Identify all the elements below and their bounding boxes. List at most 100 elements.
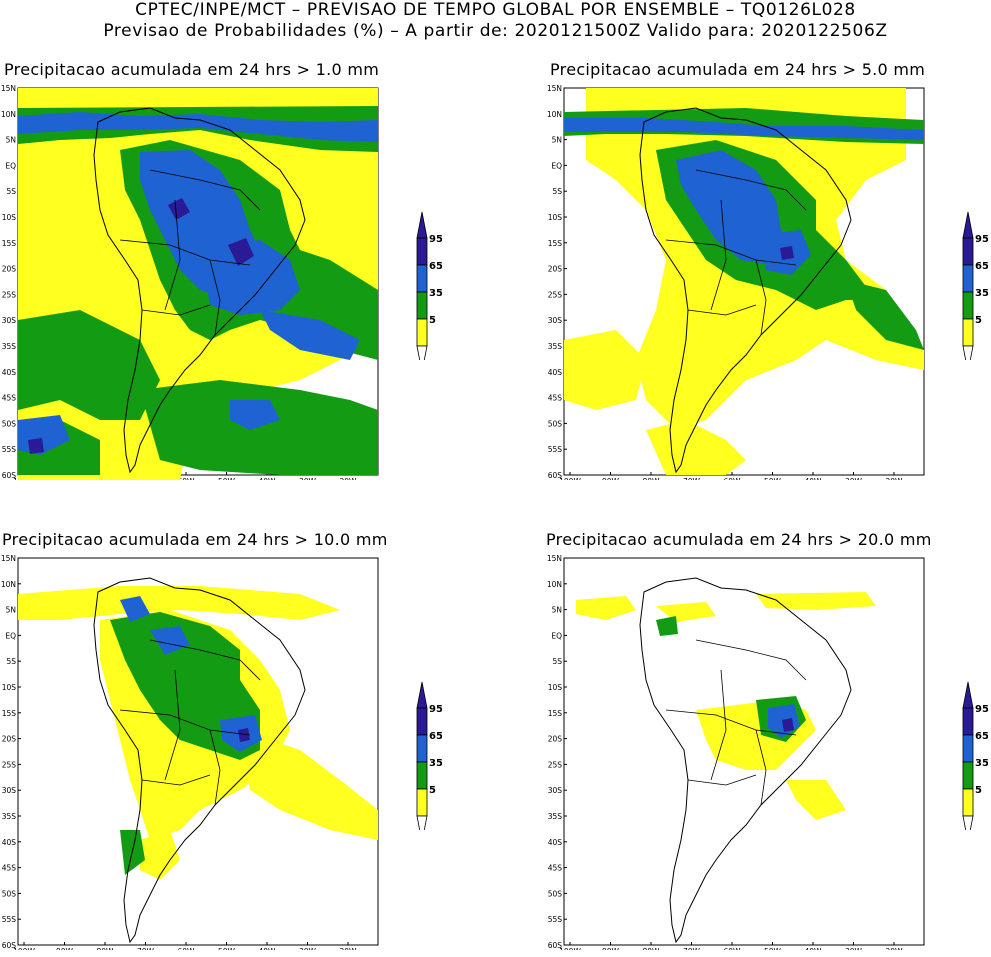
lat-tick-label: 40S: [2, 838, 17, 847]
colorbar-bottom-triangle: [416, 345, 428, 360]
lon-tick-label: 90W: [602, 947, 620, 950]
lat-tick-label: 25S: [548, 290, 563, 299]
lat-tick-label: 55S: [548, 445, 563, 454]
colorbar-top-triangle: [962, 211, 974, 239]
coastline-south-america: [93, 577, 306, 944]
colorbar-label: 5: [975, 315, 982, 326]
map-frame: 15N 10N 5N EQ 5S 10S 15S 20S 25S 30S 35S 40S 45S 50S 5…: [1, 554, 379, 950]
colorbar-segment: [416, 237, 428, 266]
colorbar-top-triangle: [416, 211, 428, 239]
coastline-south-america: [93, 107, 306, 474]
lat-tick-label: 60S: [2, 471, 17, 480]
lon-tick-label: 100W: [13, 947, 35, 950]
country-border: [149, 639, 261, 681]
lat-tick-label: 15S: [2, 709, 17, 718]
lon-tick-label: 70W: [683, 947, 701, 950]
lat-tick-label: 50S: [2, 419, 17, 428]
probability-colorbar: 95 65 35 5: [962, 211, 988, 360]
country-border: [755, 259, 767, 336]
lat-tick-label: EQ: [551, 631, 562, 640]
lat-tick-label: 60S: [548, 471, 563, 480]
country-border: [755, 729, 767, 806]
lat-tick-label: 5S: [6, 657, 16, 666]
colorbar-top-triangle: [416, 681, 428, 709]
probability-colorbar: 95 65 35 5: [416, 211, 442, 360]
country-border: [687, 774, 757, 786]
map-border: [563, 557, 925, 946]
lon-tick-label: 20W: [886, 947, 904, 950]
lat-tick-label: 40S: [548, 838, 563, 847]
lat-tick-label: 45S: [2, 394, 17, 403]
coastline-south-america: [639, 577, 852, 944]
country-border: [119, 709, 251, 736]
colorbar-label: 65: [429, 731, 442, 742]
lon-tick-label: 70W: [137, 947, 155, 950]
continent-outline: [93, 577, 306, 944]
lon-tick-label: 40W: [805, 947, 823, 950]
lat-tick-label: 5N: [6, 136, 16, 145]
lat-tick-label: 10N: [1, 580, 16, 589]
lat-tick-label: 55S: [548, 915, 563, 924]
lon-tick-label: 30W: [299, 477, 317, 480]
country-border: [710, 199, 727, 311]
country-border: [141, 774, 211, 786]
lat-tick-label: 5S: [552, 657, 562, 666]
lon-tick-label: 50W: [764, 477, 782, 480]
lon-tick-label: 30W: [299, 947, 317, 950]
probability-colorbar: 95 65 35 5: [416, 681, 442, 830]
lat-tick-label: EQ: [5, 161, 16, 170]
map-svg: 15N 10N 5N EQ 5S 10S 15S 20S 25S 30S 35S 40S 45S 50S 5…: [1, 84, 379, 480]
lon-tick-label: 20W: [340, 477, 358, 480]
continent-outline: [93, 107, 306, 474]
colorbar-segment: [416, 264, 428, 293]
country-border: [209, 259, 221, 336]
panel-title: Precipitacao acumulada em 24 hrs > 1.0 m…: [4, 60, 380, 79]
figure-header: CPTEC/INPE/MCT – PREVISAO DE TEMPO GLOBA…: [0, 0, 991, 42]
lat-tick-label: 50S: [548, 889, 563, 898]
lat-tick-label: 30S: [2, 786, 17, 795]
lat-tick-label: 50S: [2, 889, 17, 898]
lat-tick-label: 10N: [547, 580, 562, 589]
probability-field: [564, 88, 924, 475]
lat-tick-label: 60S: [2, 941, 17, 950]
colorbar-label: 5: [975, 785, 982, 796]
colorbar-segment: [416, 318, 428, 347]
map-svg: 15N 10N 5N EQ 5S 10S 15S 20S 25S 30S 35S 40S 45S 50S 5…: [547, 84, 925, 480]
colorbar-label: 35: [975, 758, 988, 769]
lon-tick-label: 40W: [259, 947, 277, 950]
lon-tick-label: 60W: [178, 947, 196, 950]
colorbar-label: 65: [429, 261, 442, 272]
probability-field: [18, 88, 378, 480]
lon-tick-label: 100W: [559, 947, 581, 950]
lat-tick-label: 60S: [548, 941, 563, 950]
lat-tick-label: EQ: [5, 631, 16, 640]
country-border: [149, 169, 261, 211]
colorbar-segment: [962, 291, 974, 320]
panel-precip-1mm: Precipitacao acumulada em 24 hrs > 1.0 m…: [0, 60, 442, 480]
lon-tick-label: 100W: [559, 477, 581, 480]
lat-tick-label: 15N: [1, 84, 16, 93]
lat-tick-label: 10S: [2, 683, 17, 692]
colorbar-segment: [962, 707, 974, 736]
panel-precip-20mm: Precipitacao acumulada em 24 hrs > 20.0 …: [546, 530, 988, 950]
lon-tick-label: 70W: [683, 477, 701, 480]
lat-tick-label: 20S: [548, 735, 563, 744]
country-border: [710, 669, 727, 781]
colorbar-segment: [962, 264, 974, 293]
lon-tick-label: 20W: [886, 477, 904, 480]
lat-tick-label: 40S: [548, 368, 563, 377]
map-svg: 15N 10N 5N EQ 5S 10S 15S 20S 25S 30S 35S 40S 45S 50S 5…: [547, 554, 925, 950]
lat-tick-label: 50S: [548, 419, 563, 428]
lat-tick-label: 25S: [548, 760, 563, 769]
lat-tick-label: 45S: [548, 864, 563, 873]
lat-tick-label: 10N: [547, 110, 562, 119]
lon-tick-label: 40W: [259, 477, 277, 480]
lon-tick-label: 20W: [340, 947, 358, 950]
lat-tick-label: 15N: [547, 554, 562, 563]
probability-field: [18, 586, 378, 880]
colorbar-top-triangle: [962, 681, 974, 709]
lon-tick-label: 50W: [218, 947, 236, 950]
lat-tick-label: 30S: [2, 316, 17, 325]
continent-outline: [639, 107, 852, 474]
colorbar-segment: [416, 788, 428, 817]
